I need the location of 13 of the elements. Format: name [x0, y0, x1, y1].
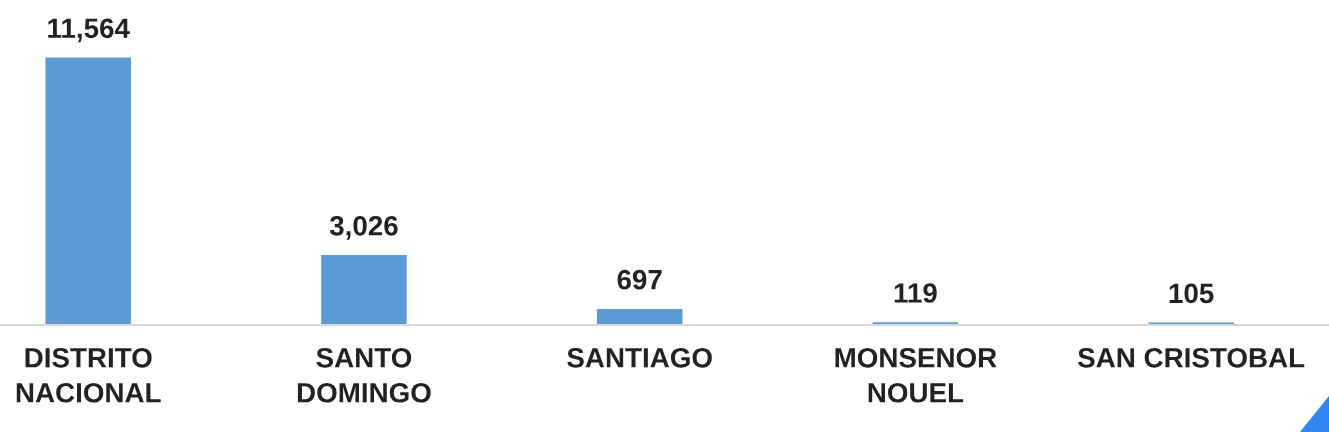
data-label: 105	[1169, 283, 1214, 304]
bar	[321, 255, 407, 325]
x-tick-label: SAN CRISTOBAL	[1077, 347, 1305, 368]
data-label: 119	[894, 283, 937, 303]
data-label: 3,026	[329, 215, 398, 240]
bar	[45, 57, 131, 325]
bar	[596, 308, 683, 325]
data-label: 11,564	[48, 18, 130, 43]
x-tick-label: SANTIAGO	[567, 347, 712, 368]
x-tick-label: DISTRITO NACIONAL	[16, 347, 161, 403]
data-label: 697	[617, 269, 662, 290]
x-tick-label: SANTO DOMINGO	[297, 347, 431, 403]
x-tick-label: MONSENOR NOUEL	[835, 347, 997, 403]
